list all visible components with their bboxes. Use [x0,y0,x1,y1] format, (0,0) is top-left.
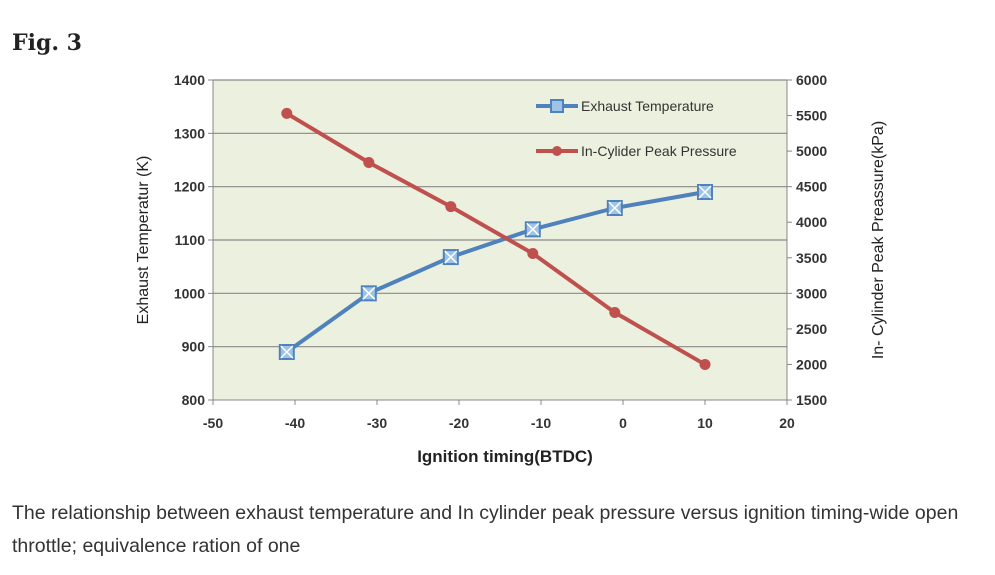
y2-tick-label: 3500 [796,250,827,266]
x-tick-label: 0 [619,415,627,431]
figure-caption: The relationship between exhaust tempera… [12,502,959,557]
legend-label: In-Cylider Peak Pressure [581,143,737,159]
x-tick-label: -10 [531,415,551,431]
data-point [445,201,457,213]
y-tick-label: 900 [182,339,206,355]
legend-marker [552,146,562,156]
data-point-cross [608,201,622,215]
y2-tick-label: 4000 [796,214,827,230]
chart: 800 900 1000 1100 1200 1300 1400 1500 2000 2500 30… [135,72,887,466]
y-tick-label: 1100 [175,232,206,248]
data-point-cross [526,222,540,236]
y2-tick-label: 2500 [796,321,827,337]
data-point [281,107,293,119]
y2-axis-label: In- Cylinder Peak Preassure(kPa) [870,121,887,359]
data-point [363,156,375,168]
y2-tick-label: 3000 [796,285,827,301]
y2-tick-label: 5000 [796,143,827,159]
data-point-cross [280,345,294,359]
x-tick-label: 20 [779,415,795,431]
y2-tick-label: 4500 [796,179,827,195]
y-tick-label: 800 [182,392,206,408]
data-point [609,307,621,319]
series-line-0 [285,190,706,354]
x-tick-label: -30 [367,415,387,431]
y-tick-label: 1000 [174,285,205,301]
data-point-cross [444,250,458,264]
y2-tick-label: 2000 [796,356,827,372]
series-line-1 [285,111,706,367]
x-axis-label: Ignition timing(BTDC) [417,447,593,466]
data-point-cross [362,286,376,300]
data-point [527,248,539,260]
y2-tick-label: 1500 [796,392,827,408]
y-tick-label: 1400 [174,72,205,88]
x-tick-label: 10 [697,415,713,431]
y-tick-label: 1300 [174,125,205,141]
legend-marker [550,99,564,113]
y2-tick-label: 5500 [796,108,827,124]
y-axis-label: Exhaust Temperatur (K) [135,156,152,325]
y2-tick-label: 6000 [796,72,827,88]
x-tick-label: -50 [203,415,223,431]
figure-label: Fig. 3 [12,30,82,56]
x-tick-label: -40 [285,415,305,431]
data-point-cross [698,185,712,199]
y-tick-label: 1200 [174,179,205,195]
legend-label: Exhaust Temperature [581,98,714,114]
x-tick-label: -20 [449,415,469,431]
data-point [699,358,711,370]
